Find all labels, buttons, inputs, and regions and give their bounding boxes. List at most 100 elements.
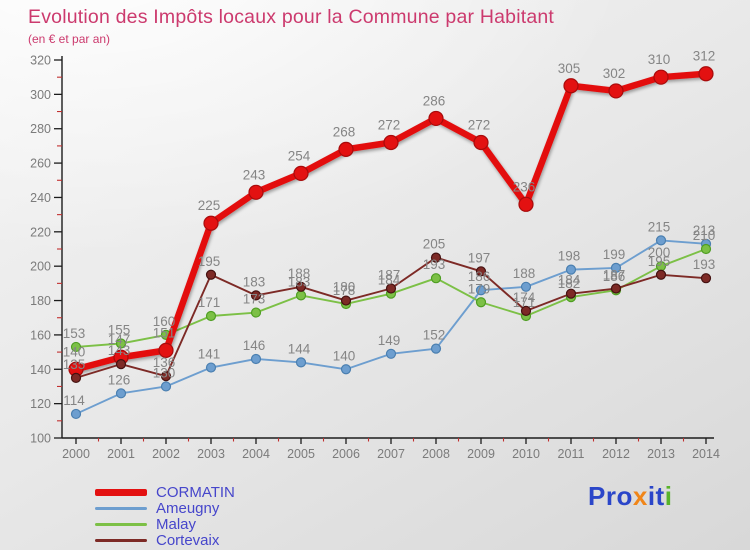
point-label: 213 (693, 223, 716, 238)
y-tick-label: 220 (30, 225, 51, 239)
point-label: 144 (288, 341, 311, 356)
x-tick-label: 2010 (512, 447, 540, 461)
proxiti-logo: Proxiti (588, 481, 672, 512)
legend-label: Ameugny (156, 499, 220, 517)
data-point (475, 285, 487, 296)
legend-swatch (95, 538, 147, 542)
point-label: 210 (693, 228, 716, 243)
data-point (340, 364, 352, 375)
point-label: 187 (378, 268, 401, 283)
data-point (563, 78, 579, 94)
y-tick-label: 280 (30, 122, 51, 136)
point-label: 126 (108, 372, 131, 387)
logo-text: x (632, 481, 648, 511)
data-point (115, 338, 127, 349)
point-label: 188 (288, 266, 311, 281)
point-label: 140 (333, 348, 356, 363)
x-tick-label: 2003 (197, 447, 225, 461)
point-label: 147 (108, 332, 131, 347)
point-label: 215 (648, 219, 671, 234)
point-label: 225 (198, 198, 221, 213)
data-point (653, 69, 669, 85)
point-label: 205 (423, 237, 446, 252)
point-label: 195 (198, 254, 221, 269)
point-label: 195 (648, 254, 671, 269)
legend-label: CORMATIN (156, 483, 235, 501)
point-label: 149 (378, 333, 401, 348)
point-label: 310 (648, 52, 671, 67)
data-point (115, 388, 127, 399)
data-point (655, 235, 667, 246)
data-point (430, 252, 442, 263)
data-point (610, 262, 622, 273)
x-tick-label: 2011 (558, 447, 585, 461)
point-label: 155 (108, 323, 131, 338)
legend-swatch (95, 488, 147, 496)
data-point (565, 288, 577, 299)
point-label: 180 (333, 280, 356, 295)
data-point (203, 215, 219, 231)
data-point (610, 283, 622, 294)
data-point (160, 381, 172, 392)
logo-text: it (647, 481, 665, 511)
y-tick-label: 180 (30, 294, 51, 308)
legend-item-ameugny: Ameugny (95, 500, 235, 516)
series-cortevaix (70, 252, 712, 383)
point-label: 184 (558, 273, 581, 288)
data-point (250, 307, 262, 318)
legend: CORMATIN Ameugny Malay Cortevaix (95, 484, 235, 548)
y-tick-label: 200 (30, 260, 51, 274)
point-label: 302 (603, 66, 626, 81)
point-label: 146 (243, 338, 266, 353)
legend-item-malay: Malay (95, 516, 235, 532)
data-point (160, 371, 172, 382)
data-point (700, 273, 712, 284)
x-tick-label: 2008 (422, 447, 450, 461)
data-point (475, 297, 487, 308)
legend-swatch (95, 522, 147, 526)
point-label: 184 (378, 273, 401, 288)
data-point (205, 269, 217, 280)
point-label: 272 (378, 117, 401, 132)
data-point (520, 281, 532, 292)
data-point (655, 269, 667, 280)
x-tick-label: 2002 (152, 447, 180, 461)
legend-label: Cortevaix (156, 531, 220, 549)
data-point (293, 165, 309, 181)
data-point (385, 348, 397, 359)
point-label: 243 (243, 167, 266, 182)
point-label: 178 (333, 283, 356, 298)
point-label: 160 (153, 314, 176, 329)
point-label: 171 (198, 295, 221, 310)
x-tick-label: 2012 (602, 447, 630, 461)
legend-item-cortevaix: Cortevaix (95, 532, 235, 548)
x-tick-label: 2000 (62, 447, 90, 461)
point-label: 193 (423, 257, 446, 272)
data-point (295, 357, 307, 368)
point-label: 174 (513, 290, 536, 305)
data-point (205, 362, 217, 373)
page-subtitle: (en € et par an) (28, 32, 111, 46)
logo-text: i (664, 481, 673, 511)
data-point (115, 359, 127, 370)
point-label: 183 (243, 274, 266, 289)
legend-item-cormatin: CORMATIN (95, 484, 235, 500)
x-tick-label: 2001 (107, 447, 135, 461)
y-tick-label: 240 (30, 191, 51, 205)
point-label: 151 (153, 325, 176, 340)
y-tick-label: 120 (30, 397, 51, 411)
x-tick-label: 2009 (467, 447, 495, 461)
point-label: 199 (603, 247, 626, 262)
data-point (70, 408, 82, 420)
data-point (473, 134, 489, 151)
x-tick-label: 2007 (377, 447, 405, 461)
y-tick-label: 300 (30, 88, 51, 102)
point-label: 272 (468, 117, 491, 132)
point-label: 188 (513, 266, 536, 281)
point-label: 136 (153, 355, 176, 370)
point-label: 187 (603, 268, 626, 283)
point-label: 173 (243, 292, 266, 307)
point-label: 140 (63, 344, 86, 359)
